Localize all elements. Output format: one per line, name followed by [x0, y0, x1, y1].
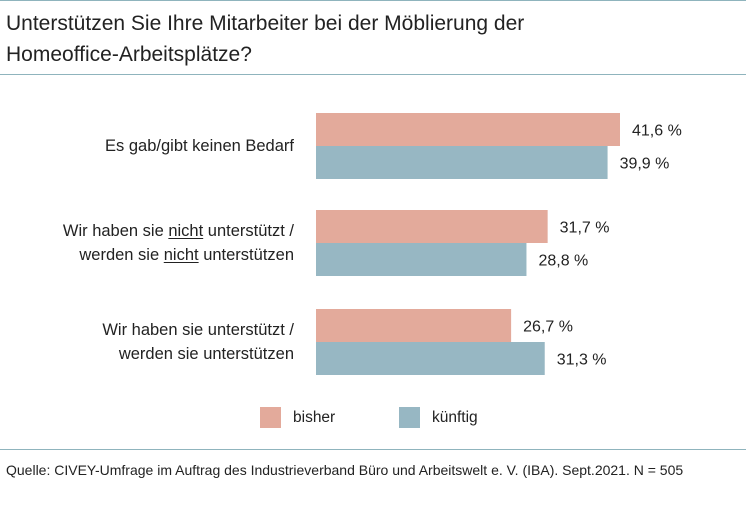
- title-line-1: Unterstützen Sie Ihre Mitarbeiter bei de…: [6, 12, 525, 35]
- category-label-3: Wir haben sie unterstützt / werden sie un…: [102, 318, 294, 366]
- legend-label-bisher: bisher: [293, 408, 336, 426]
- title-line-2: Homeoffice-Arbeitsplätze?: [6, 43, 252, 66]
- bar-bisher-1: [316, 113, 620, 146]
- legend-label-kuenftig: künftig: [432, 408, 478, 426]
- legend-swatch-bisher: [260, 407, 281, 428]
- bar-bisher-2: [316, 210, 548, 243]
- bar-kuenftig-3: [316, 342, 545, 375]
- data-label-bisher-2: 31,7 %: [560, 220, 610, 237]
- category-label-line: Es gab/gibt keinen Bedarf: [105, 137, 294, 155]
- category-label-line: werden sie nicht unterstützen: [79, 246, 294, 264]
- bar-bisher-3: [316, 309, 512, 342]
- bar-kuenftig-1: [316, 146, 608, 179]
- category-label-1: Es gab/gibt keinen Bedarf: [105, 134, 294, 158]
- data-label-kuenftig-2: 28,8 %: [538, 253, 588, 270]
- data-label-kuenftig-1: 39,9 %: [620, 156, 670, 173]
- category-label-line: Wir haben sie unterstützt /: [102, 321, 294, 339]
- footer-rule: [0, 449, 746, 450]
- bar-kuenftig-2: [316, 243, 527, 276]
- data-label-kuenftig-3: 31,3 %: [557, 352, 607, 369]
- legend-swatch-kuenftig: [399, 407, 420, 428]
- data-label-bisher-3: 26,7 %: [523, 319, 573, 336]
- category-label-line: Wir haben sie nicht unterstützt /: [62, 222, 294, 240]
- legend-item-kuenftig: künftig: [399, 407, 478, 428]
- chart-title: Unterstützen Sie Ihre Mitarbeiter bei de…: [6, 8, 726, 70]
- source-note: Quelle: CIVEY-Umfrage im Auftrag des Ind…: [6, 462, 684, 478]
- data-label-bisher-1: 41,6 %: [632, 123, 682, 140]
- category-label-2: Wir haben sie nicht unterstützt / werden …: [63, 219, 294, 267]
- title-rule: [0, 74, 746, 75]
- category-label-line: werden sie unterstützen: [118, 345, 294, 363]
- legend-item-bisher: bisher: [260, 407, 335, 428]
- top-rule: [0, 0, 746, 1]
